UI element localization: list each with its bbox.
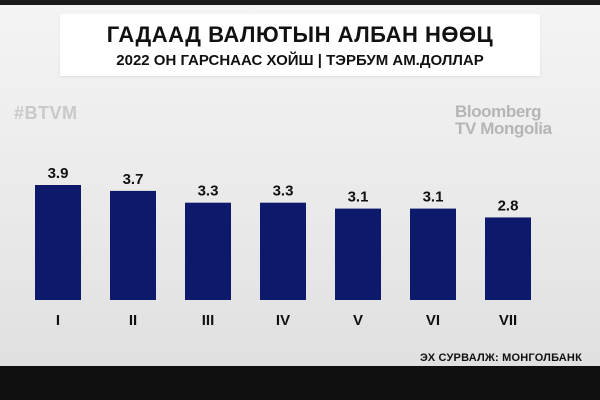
logo-line-1: Bloomberg bbox=[455, 102, 542, 121]
bar-IV bbox=[260, 202, 306, 300]
value-label-V: 3.1 bbox=[348, 189, 369, 206]
value-label-VI: 3.1 bbox=[423, 189, 444, 206]
bar-VI bbox=[410, 208, 456, 300]
hashtag-label: #BTVM bbox=[14, 103, 78, 123]
bar-V bbox=[335, 208, 381, 300]
bloomberg-logo: Bloomberg TV Mongolia bbox=[455, 103, 595, 137]
logo-line-2: TV Mongolia bbox=[455, 119, 552, 138]
category-label-I: I bbox=[56, 312, 60, 329]
chart-subtitle: 2022 ОН ГАРСНААС ХОЙШ | ТЭРБУМ АМ.ДОЛЛАР bbox=[116, 52, 484, 69]
bar-II bbox=[110, 190, 156, 300]
category-label-IV: IV bbox=[276, 312, 290, 329]
chart-title: ГАДААД ВАЛЮТЫН АЛБАН НӨӨЦ bbox=[106, 22, 494, 47]
value-label-I: 3.9 bbox=[48, 165, 69, 182]
footer-bar bbox=[0, 366, 600, 400]
source-note: ЭХ СУРВАЛЖ: МОНГОЛБАНК bbox=[419, 352, 582, 364]
category-label-V: V bbox=[353, 312, 363, 329]
title-block: ГАДААД ВАЛЮТЫН АЛБАН НӨӨЦ 2022 ОН ГАРСНА… bbox=[60, 14, 540, 76]
category-label-VII: VII bbox=[499, 312, 517, 329]
category-label-III: III bbox=[202, 312, 215, 329]
value-label-II: 3.7 bbox=[123, 171, 144, 188]
value-label-VII: 2.8 bbox=[498, 197, 519, 214]
bar-III bbox=[185, 202, 231, 300]
top-bar bbox=[0, 0, 600, 5]
category-label-VI: VI bbox=[426, 312, 440, 329]
category-label-II: II bbox=[129, 312, 137, 329]
bar-VII bbox=[485, 217, 531, 300]
value-label-IV: 3.3 bbox=[273, 183, 294, 200]
value-label-III: 3.3 bbox=[198, 183, 219, 200]
bar-I bbox=[35, 185, 81, 300]
